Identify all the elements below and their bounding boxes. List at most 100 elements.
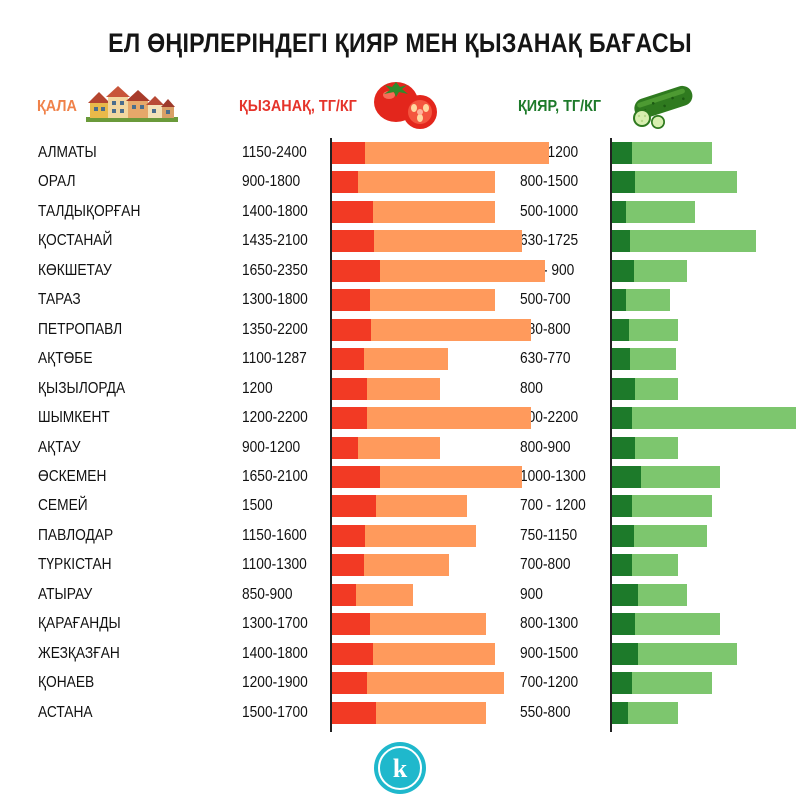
table-row: ТАРАЗ 1300-1800 500-700 — [0, 287, 800, 317]
cucumber-price-label: 750-1150 — [520, 526, 578, 544]
cucumber-min-bar — [611, 142, 633, 164]
table-row: ОРАЛ 900-1800 800-1500 — [0, 169, 800, 199]
tomato-price-label: 900-1800 — [242, 173, 301, 191]
city-label: ҚАРАҒАНДЫ — [38, 615, 121, 633]
cucumber-max-bar — [611, 613, 721, 636]
tomato-min-bar — [331, 200, 373, 223]
tomato-min-bar — [331, 436, 358, 459]
tomato-min-bar — [331, 701, 376, 724]
table-row: ЖЕЗҚАЗҒАН 1400-1800 900-1500 — [0, 641, 800, 671]
tomato-max-bar — [331, 318, 531, 341]
table-row: ҚЫЗЫЛОРДА 1200 800 — [0, 376, 800, 406]
cucumber-min-bar — [611, 377, 636, 400]
city-label: ТАРАЗ — [38, 291, 81, 309]
tomato-min-bar — [331, 407, 367, 430]
table-row: АТЫРАУ 850-900 900 — [0, 582, 800, 612]
cucumber-icon — [633, 85, 693, 129]
tomato-price-label: 1500-1700 — [242, 703, 308, 721]
cucumber-max-bar — [611, 701, 679, 724]
tomato-min-bar — [331, 524, 366, 547]
city-label: АТЫРАУ — [38, 585, 93, 603]
table-row: КӨКШЕТАУ 1650-2350 750- 900 — [0, 258, 800, 288]
city-label: СЕМЕЙ — [38, 497, 88, 515]
cucumber-price-label: 500-1000 — [520, 202, 579, 220]
houses-icon — [86, 86, 178, 122]
tomato-price-label: 1100-1300 — [242, 556, 307, 574]
tomato-icon — [374, 82, 437, 129]
tomato-price-label: 1350-2200 — [242, 320, 308, 338]
cucumber-min-bar — [611, 289, 627, 312]
city-label: АСТАНА — [38, 703, 93, 721]
city-label: ҚЫЗЫЛОРДА — [38, 379, 126, 397]
table-row: ҚОСТАНАЙ 1435-2100 630-1725 — [0, 228, 800, 258]
cucumber-price-label: 800 — [520, 379, 543, 397]
tomato-min-bar — [331, 583, 357, 606]
city-label: ТАЛДЫҚОРҒАН — [38, 202, 141, 220]
cucumber-min-bar — [611, 465, 642, 488]
cucumber-price-label: 800-1300 — [520, 615, 579, 633]
table-row: ШЫМКЕНТ 1200-2200 700-2200 — [0, 405, 800, 435]
cucumber-min-bar — [611, 495, 633, 518]
tomato-min-bar — [331, 672, 367, 695]
city-label: ЖЕЗҚАЗҒАН — [38, 644, 120, 662]
cucumber-max-bar — [611, 171, 737, 194]
table-row: АҚТӨБЕ 1100-1287 630-770 — [0, 346, 800, 376]
table-row: ӨСКЕМЕН 1650-2100 1000-1300 — [0, 464, 800, 494]
tomato-price-label: 1200-1900 — [242, 674, 308, 692]
cucumber-min-bar — [611, 171, 636, 194]
cucumber-min-bar — [611, 200, 627, 223]
tomato-max-bar — [331, 407, 531, 430]
cucumber-min-bar — [611, 524, 634, 547]
cucumber-max-bar — [611, 672, 712, 695]
tomato-min-bar — [331, 348, 364, 371]
cucumber-min-bar — [611, 613, 636, 636]
tomato-price-label: 1200 — [242, 379, 273, 397]
cucumber-max-bar — [611, 495, 712, 518]
tomato-max-bar — [331, 142, 550, 164]
cucumber-min-bar — [611, 642, 639, 665]
tomato-price-label: 1400-1800 — [242, 644, 308, 662]
tomato-price-label: 1400-1800 — [242, 202, 308, 220]
cucumber-column-header: ҚИЯР, ТГ/КГ — [518, 98, 602, 115]
cucumber-min-bar — [611, 407, 633, 430]
city-label: ПЕТРОПАВЛ — [38, 320, 123, 338]
tomato-column-header: ҚЫЗАНАҚ, ТГ/КГ — [239, 98, 357, 115]
tomato-price-label: 1150-1600 — [242, 526, 307, 544]
page-title: ЕЛ ӨҢІРЛЕРІНДЕГІ ҚИЯР МЕН ҚЫЗАНАҚ БАҒАСЫ — [108, 28, 692, 58]
table-row: ПЕТРОПАВЛ 1350-2200 580-800 — [0, 317, 800, 347]
cucumber-price-label: 700-1200 — [520, 674, 579, 692]
tomato-max-bar — [331, 672, 504, 695]
tomato-min-bar — [331, 465, 381, 488]
city-label: ШЫМКЕНТ — [38, 409, 110, 427]
table-row: ҚАРАҒАНДЫ 1300-1700 800-1300 — [0, 611, 800, 641]
cucumber-min-bar — [611, 259, 634, 282]
cucumber-min-bar — [611, 701, 628, 724]
tomato-max-bar — [331, 259, 545, 282]
cucumber-min-bar — [611, 348, 631, 371]
cucumber-price-label: 1000-1300 — [520, 467, 586, 485]
tomato-min-bar — [331, 289, 370, 312]
tomato-min-bar — [331, 377, 367, 400]
tomato-min-bar — [331, 230, 375, 253]
tomato-price-label: 1300-1700 — [242, 615, 308, 633]
city-label: КӨКШЕТАУ — [38, 261, 112, 279]
cucumber-price-label: 550-800 — [520, 703, 571, 721]
tomato-price-label: 900-1200 — [242, 438, 301, 456]
table-row: ҚОНАЕВ 1200-1900 700-1200 — [0, 670, 800, 700]
table-row: АҚТАУ 900-1200 800-900 — [0, 435, 800, 465]
cucumber-min-bar — [611, 318, 629, 341]
cucumber-max-bar — [611, 142, 712, 164]
cucumber-max-bar — [611, 200, 695, 223]
cucumber-price-label: 500-700 — [520, 291, 571, 309]
city-column-header: ҚАЛА — [37, 98, 77, 115]
table-row: ТАЛДЫҚОРҒАН 1400-1800 500-1000 — [0, 199, 800, 229]
cucumber-min-bar — [611, 583, 639, 606]
tomato-price-label: 1150-2400 — [242, 144, 307, 161]
city-label: ПАВЛОДАР — [38, 526, 114, 544]
tomato-price-label: 1650-2100 — [242, 467, 308, 485]
tomato-min-bar — [331, 142, 366, 164]
city-label: ОРАЛ — [38, 173, 76, 191]
tomato-min-bar — [331, 495, 376, 518]
cucumber-price-label: 900 — [520, 585, 543, 603]
